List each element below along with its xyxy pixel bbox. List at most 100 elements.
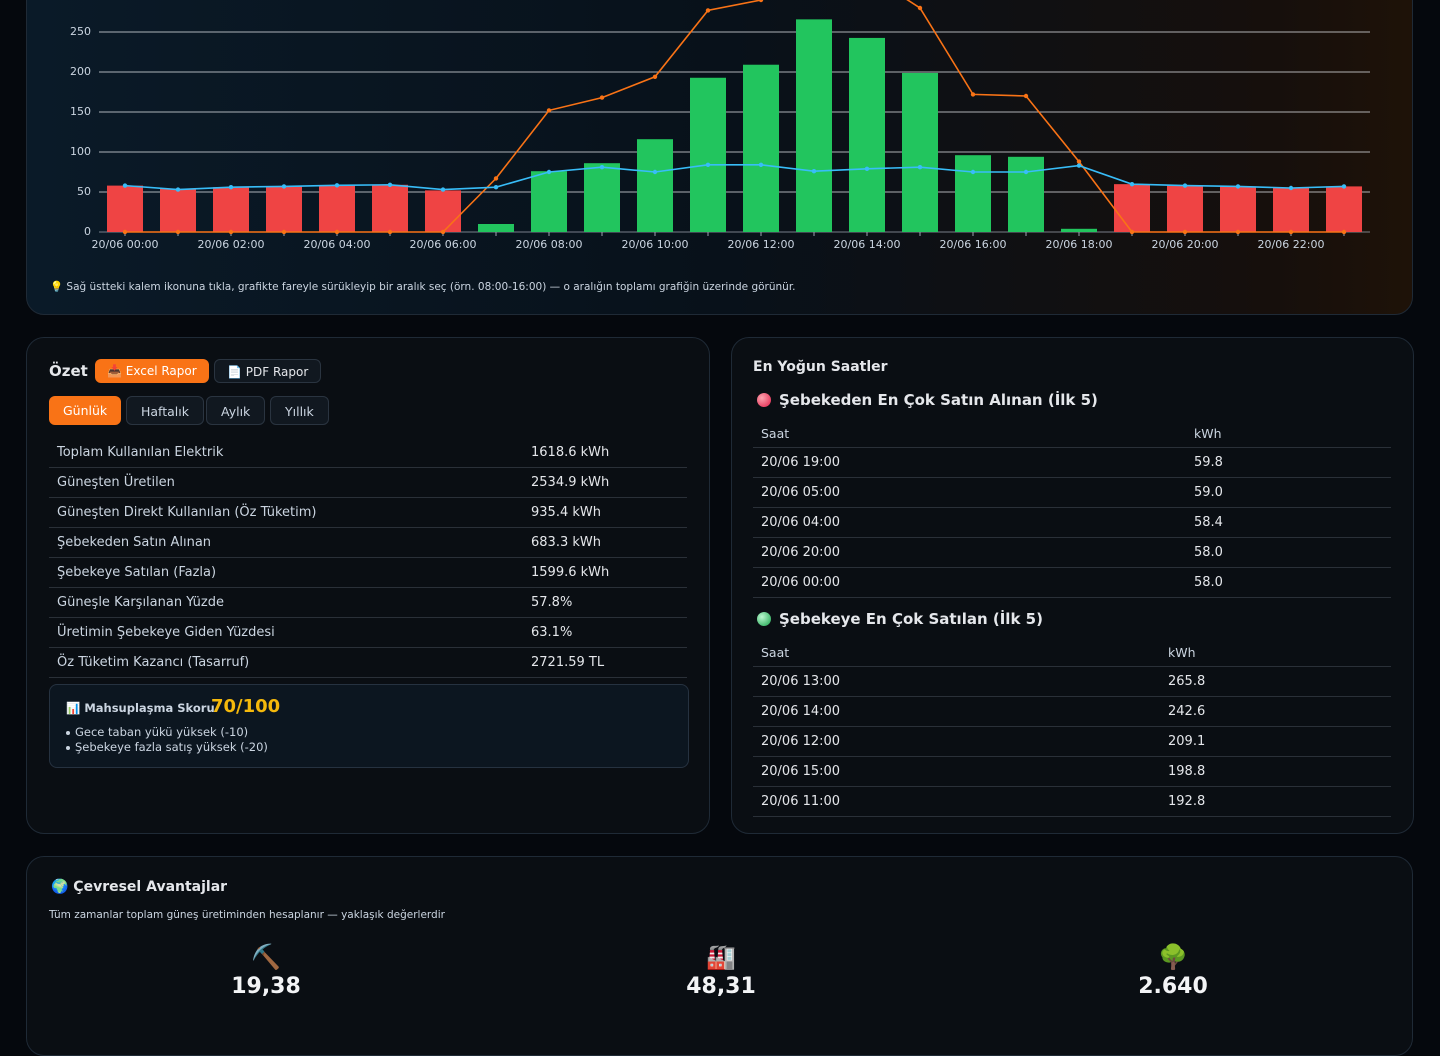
row-label: Güneşle Karşılanan Yüzde — [49, 587, 523, 618]
point — [440, 229, 446, 235]
row-value: 683.3 kWh — [523, 527, 687, 558]
bar — [1326, 186, 1362, 232]
x-tick-label: 20/06 16:00 — [940, 238, 1007, 251]
y-tick-label: 200 — [70, 65, 91, 78]
score-note: Gece taban yükü yüksek (-10) — [66, 725, 268, 740]
point — [1235, 229, 1241, 235]
bar — [796, 19, 832, 232]
point — [705, 8, 711, 13]
bar — [160, 188, 196, 232]
point — [1023, 93, 1029, 99]
bar — [478, 224, 514, 232]
table-row: 20/06 00:00 58.0 — [753, 567, 1391, 598]
period-tab[interactable]: Aylık — [206, 396, 266, 425]
page: 0 50 100 150 200 250 20/06 00:00 20/06 02:00 20/… — [26, 0, 1414, 1056]
row-value: 2534.9 kWh — [523, 467, 687, 498]
cell: 59.8 — [1186, 447, 1391, 478]
x-tick-label: 20/06 18:00 — [1046, 238, 1113, 251]
point — [1288, 185, 1294, 191]
y-tick-label: 0 — [84, 225, 91, 238]
y-tick-label: 100 — [70, 145, 91, 158]
line — [125, 0, 1344, 233]
point — [1076, 163, 1082, 168]
bar — [107, 185, 143, 232]
point — [1341, 184, 1347, 189]
period-tab[interactable]: Yıllık — [270, 396, 329, 425]
period-tab[interactable]: Günlük — [49, 396, 122, 425]
pdf-button[interactable]: 📄 PDF Rapor — [214, 359, 322, 383]
point — [387, 182, 393, 187]
bar — [690, 77, 726, 232]
sold-table: Saat kWh 20/06 13:00 265.8 20/06 14:00 242.6 2… — [753, 639, 1391, 817]
cell: 20/06 11:00 — [753, 786, 1160, 817]
bar — [1273, 188, 1309, 232]
table-row: 20/06 13:00 265.8 — [753, 666, 1391, 697]
summary-row: Üretimin Şebekeye Giden Yüzdesi 63.1% — [49, 617, 687, 648]
point — [122, 229, 128, 235]
x-tick-label: 20/06 00:00 — [92, 238, 159, 251]
bar — [743, 64, 779, 232]
x-tick-label: 20/06 12:00 — [728, 238, 795, 251]
x-tick-label: 20/06 04:00 — [304, 238, 371, 251]
point — [970, 169, 976, 175]
table-row: 20/06 15:00 198.8 — [753, 756, 1391, 787]
point — [546, 169, 552, 175]
period-tab[interactable]: Haftalık — [126, 396, 204, 425]
point — [1235, 184, 1241, 189]
cell: 192.8 — [1160, 786, 1391, 817]
bar — [266, 186, 302, 232]
point — [281, 229, 287, 235]
bought-table: Saat kWh 20/06 19:00 59.8 20/06 05:00 59.0 20/… — [753, 420, 1391, 598]
point — [546, 108, 552, 113]
bar — [425, 190, 461, 232]
env-value: 19,38 — [231, 974, 301, 999]
point — [599, 165, 605, 170]
row-value: 935.4 kWh — [523, 497, 687, 528]
point — [228, 185, 234, 190]
row-label: Üretimin Şebekeye Giden Yüzdesi — [49, 617, 523, 648]
cell: 20/06 19:00 — [753, 447, 1186, 478]
point — [970, 92, 976, 97]
point — [387, 229, 393, 235]
x-tick-label: 20/06 22:00 — [1258, 238, 1325, 251]
point — [1182, 183, 1188, 188]
table-row: 20/06 19:00 59.8 — [753, 447, 1391, 478]
summary-title: Özet — [49, 362, 88, 380]
column-header: Saat — [753, 639, 1160, 667]
bar — [1220, 186, 1256, 232]
cell: 58.4 — [1186, 507, 1391, 538]
summary-row: Öz Tüketim Kazancı (Tasarruf) 2721.59 TL — [49, 647, 687, 678]
cell: 20/06 13:00 — [753, 666, 1160, 697]
cell: 20/06 12:00 — [753, 726, 1160, 757]
row-label: Güneşten Direkt Kullanılan (Öz Tüketim) — [49, 497, 523, 528]
point — [281, 184, 287, 189]
bar — [849, 37, 885, 232]
point — [1288, 229, 1294, 235]
summary-row: Güneşten Direkt Kullanılan (Öz Tüketim) 9… — [49, 497, 687, 528]
point — [917, 5, 923, 11]
point — [864, 166, 870, 171]
column-header: kWh — [1160, 639, 1391, 667]
row-label: Toplam Kullanılan Elektrik — [49, 438, 523, 468]
table-row: 20/06 05:00 59.0 — [753, 477, 1391, 508]
point — [599, 95, 605, 100]
bar — [955, 155, 991, 232]
cell: 58.0 — [1186, 537, 1391, 568]
point — [758, 162, 764, 167]
point — [175, 187, 181, 192]
point — [1182, 229, 1188, 235]
cell: 20/06 04:00 — [753, 507, 1186, 538]
bar — [637, 139, 673, 232]
x-tick-label: 20/06 08:00 — [516, 238, 583, 251]
point — [652, 74, 658, 80]
point — [493, 185, 499, 190]
env-icon: 🌳 — [1158, 943, 1188, 971]
column-header: Saat — [753, 420, 1186, 448]
env-value: 48,31 — [686, 974, 756, 999]
point — [1023, 169, 1029, 175]
cell: 198.8 — [1160, 756, 1391, 787]
point — [175, 229, 181, 235]
excel-button[interactable]: 📥 Excel Rapor — [95, 359, 209, 383]
summary-row: Şebekeye Satılan (Fazla) 1599.6 kWh — [49, 557, 687, 588]
bullet — [66, 745, 70, 750]
